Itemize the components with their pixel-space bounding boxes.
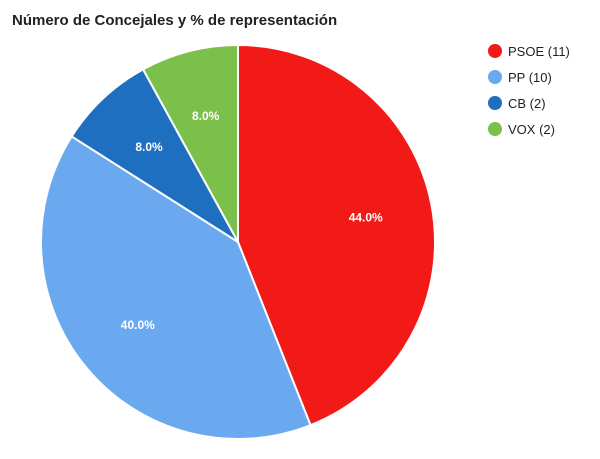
pie-slice-cb[interactable] — [70, 68, 239, 243]
legend-label-pp: PP (10) — [508, 69, 552, 85]
pie-slice-vox[interactable] — [142, 44, 239, 243]
legend-label-cb: CB (2) — [508, 95, 546, 111]
slice-label-pp: 40.0% — [121, 318, 155, 332]
legend-item-vox[interactable]: VOX (2) — [488, 120, 570, 138]
slice-label-psoe: 44.0% — [349, 211, 383, 225]
legend-item-psoe[interactable]: PSOE (11) — [488, 42, 570, 60]
legend: PSOE (11) PP (10) CB (2) VOX (2) — [488, 42, 570, 146]
chart-title: Número de Concejales y % de representaci… — [12, 12, 338, 29]
slice-label-cb: 8.0% — [135, 140, 163, 154]
legend-item-pp[interactable]: PP (10) — [488, 68, 570, 86]
slice-label-vox: 8.0% — [192, 109, 220, 123]
legend-swatch-cb — [488, 96, 502, 110]
legend-swatch-psoe — [488, 44, 502, 58]
pie-slice-pp[interactable] — [40, 135, 312, 440]
pie-slice-psoe[interactable] — [237, 44, 436, 427]
legend-item-cb[interactable]: CB (2) — [488, 94, 570, 112]
legend-label-vox: VOX (2) — [508, 121, 555, 137]
legend-swatch-vox — [488, 122, 502, 136]
legend-label-psoe: PSOE (11) — [508, 43, 570, 59]
legend-swatch-pp — [488, 70, 502, 84]
